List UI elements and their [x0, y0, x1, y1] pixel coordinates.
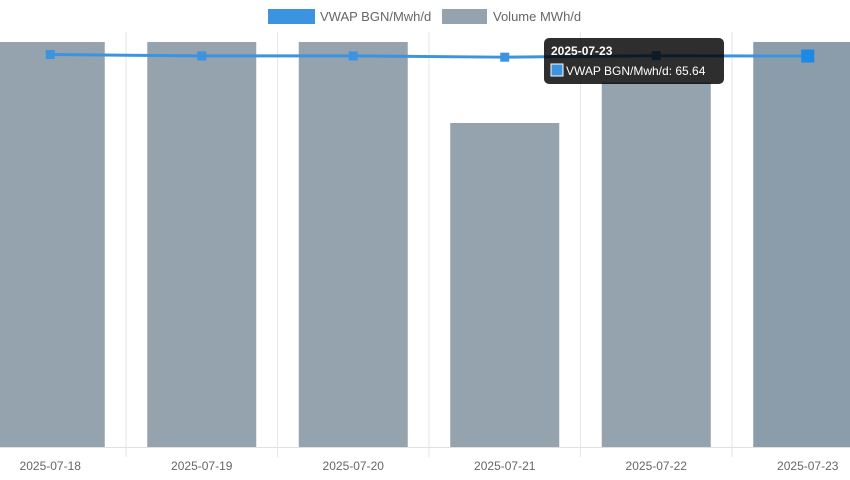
x-tick-label: 2025-07-23 — [777, 459, 839, 473]
x-tick-label: 2025-07-20 — [323, 459, 385, 473]
x-tick-label: 2025-07-22 — [626, 459, 688, 473]
line-point[interactable] — [500, 52, 510, 62]
bar[interactable] — [601, 82, 711, 448]
tooltip-label: VWAP BGN/Mwh/d: 65.64 — [566, 64, 706, 78]
legend-label-volume: Volume MWh/d — [493, 9, 581, 24]
x-tick-label: 2025-07-21 — [474, 459, 536, 473]
tooltip-box — [544, 38, 724, 84]
bar[interactable] — [753, 42, 850, 447]
line-point[interactable] — [197, 51, 207, 61]
legend-item-line[interactable]: VWAP BGN/Mwh/d — [268, 9, 431, 24]
bar[interactable] — [0, 42, 105, 447]
x-tick-label: 2025-07-19 — [171, 459, 233, 473]
line-point[interactable] — [45, 50, 55, 60]
legend: VWAP BGN/Mwh/d Volume MWh/d — [268, 9, 581, 24]
x-tick-label: 2025-07-18 — [20, 459, 82, 473]
legend-swatch-vwap — [268, 9, 315, 24]
bar[interactable] — [450, 123, 560, 447]
bar-series — [0, 42, 850, 447]
grid-lines — [125, 32, 733, 457]
tooltip-color-swatch — [550, 63, 564, 77]
tooltip-title: 2025-07-23 — [551, 44, 613, 58]
line-point[interactable] — [348, 51, 358, 61]
legend-label-vwap: VWAP BGN/Mwh/d — [320, 9, 431, 24]
legend-item-bar[interactable]: Volume MWh/d — [442, 9, 581, 24]
tooltip: 2025-07-23 VWAP BGN/Mwh/d: 65.64 — [544, 38, 724, 84]
legend-swatch-volume — [442, 9, 487, 24]
x-axis: 2025-07-18 2025-07-19 2025-07-20 2025-07-21… — [0, 447, 850, 473]
bar[interactable] — [298, 42, 408, 447]
bar[interactable] — [147, 42, 257, 447]
line-point[interactable] — [801, 49, 815, 63]
